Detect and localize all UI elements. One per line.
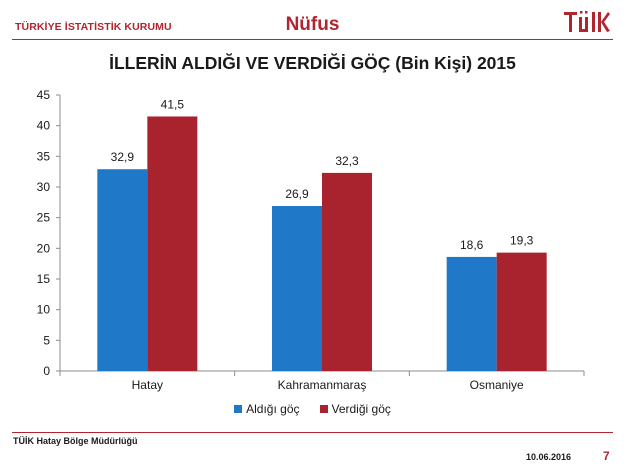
y-tick-label: 35 [37, 149, 51, 163]
footer-office: TÜİK Hatay Bölge Müdürlüğü [13, 436, 138, 446]
bar-series-1 [272, 206, 322, 371]
bar-data-label: 32,3 [335, 154, 359, 168]
y-tick-label: 15 [37, 272, 51, 286]
slide-topic: Nüfus [285, 14, 340, 35]
legend-label-series-1: Aldığı göç [246, 402, 300, 416]
y-tick-label: 40 [37, 119, 51, 133]
y-tick-label: 10 [37, 303, 51, 317]
bar-data-label: 41,5 [161, 97, 185, 111]
legend-item-series-1: Aldığı göç [234, 402, 300, 416]
chart-title: İLLERİN ALDIĞI VE VERDİĞİ GÖÇ (Bin Kişi)… [109, 53, 516, 73]
header-divider [12, 39, 613, 40]
y-tick-label: 30 [37, 180, 51, 194]
legend-label-series-2: Verdiği göç [331, 402, 391, 416]
bar-data-label: 32,9 [111, 150, 135, 164]
y-tick-label: 25 [37, 211, 51, 225]
footer-date: 10.06.2016 [526, 452, 572, 462]
x-category-label: Kahramanmaraş [278, 378, 367, 392]
y-tick-label: 20 [37, 241, 51, 255]
legend-item-series-2: Verdiği göç [319, 402, 391, 416]
y-tick-label: 5 [43, 333, 50, 347]
bar-data-label: 19,3 [510, 234, 534, 248]
legend-swatch-series-2 [319, 405, 328, 413]
y-tick-label: 0 [43, 364, 50, 378]
bar-data-label: 26,9 [285, 187, 309, 201]
organization-name: TÜRKİYE İSTATİSTİK KURUMU [15, 21, 172, 33]
bar-series-2 [147, 116, 198, 371]
x-category-label: Hatay [132, 378, 163, 392]
chart-legend: Aldığı göç Verdiği göç [0, 402, 625, 416]
bar-data-label: 18,6 [460, 238, 484, 252]
bar-series-1 [446, 256, 497, 371]
bar-series-2 [496, 252, 547, 371]
y-tick-label: 45 [37, 88, 51, 102]
legend-swatch-series-1 [234, 405, 243, 413]
x-category-label: Osmaniye [470, 378, 524, 392]
footer-divider [12, 432, 613, 433]
page-number: 7 [603, 449, 610, 463]
bar-series-1 [97, 169, 148, 371]
bar-series-2 [322, 172, 372, 371]
tuik-logo [564, 11, 610, 32]
